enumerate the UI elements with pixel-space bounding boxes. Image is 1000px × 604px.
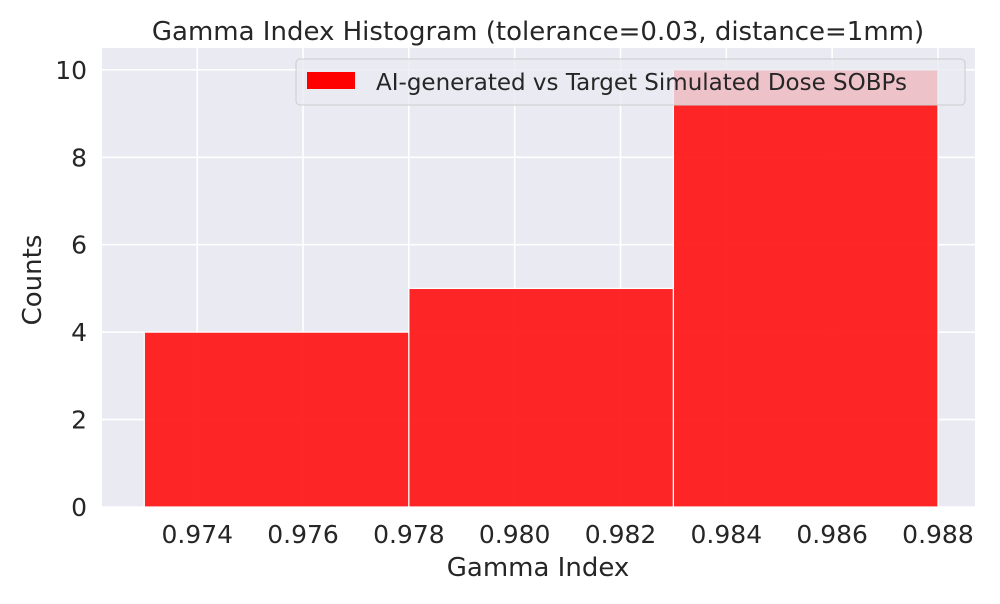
x-tick-label: 0.982 bbox=[585, 520, 657, 549]
y-tick-label: 0 bbox=[71, 493, 87, 522]
x-tick-label: 0.986 bbox=[796, 520, 868, 549]
histogram-bar bbox=[672, 69, 939, 508]
x-tick-label: 0.976 bbox=[267, 520, 339, 549]
y-tick-label: 2 bbox=[71, 406, 87, 435]
x-tick-label: 0.980 bbox=[479, 520, 551, 549]
legend-label: AI-generated vs Target Simulated Dose SO… bbox=[376, 70, 907, 96]
chart-title: Gamma Index Histogram (tolerance=0.03, d… bbox=[152, 17, 924, 47]
x-tick-label: 0.988 bbox=[902, 520, 974, 549]
y-axis-ticks: 0 2 4 6 8 10 bbox=[55, 56, 87, 522]
x-axis-ticks: 0.974 0.976 0.978 0.980 0.982 0.984 0.986 0.988 bbox=[161, 520, 973, 549]
x-tick-label: 0.984 bbox=[691, 520, 763, 549]
legend: AI-generated vs Target Simulated Dose SO… bbox=[295, 58, 966, 106]
x-axis-label: Gamma Index bbox=[447, 553, 630, 583]
x-tick-label: 0.974 bbox=[161, 520, 233, 549]
x-tick-label: 0.978 bbox=[373, 520, 445, 549]
y-tick-label: 4 bbox=[71, 318, 87, 347]
histogram-bar bbox=[408, 287, 675, 508]
y-tick-label: 6 bbox=[71, 231, 87, 260]
histogram-bars bbox=[143, 69, 939, 508]
histogram-bar bbox=[143, 331, 410, 508]
y-tick-label: 10 bbox=[55, 56, 87, 85]
legend-swatch bbox=[307, 72, 355, 89]
y-tick-label: 8 bbox=[71, 143, 87, 172]
legend-box bbox=[295, 58, 966, 106]
y-axis-label: Counts bbox=[18, 235, 48, 326]
